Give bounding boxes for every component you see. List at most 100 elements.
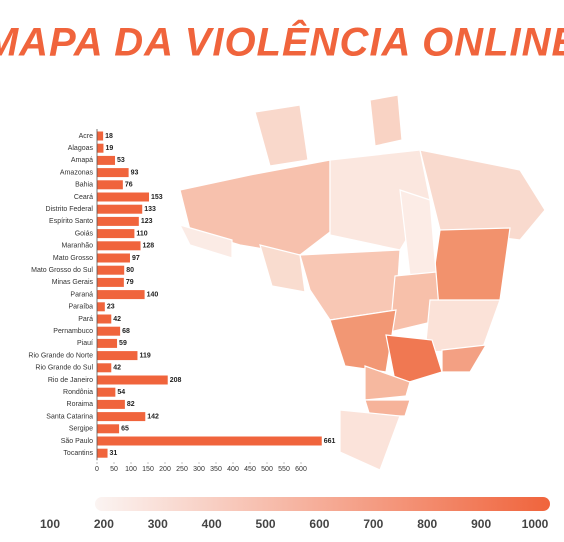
bar — [97, 253, 130, 263]
category-label: Paraná — [70, 291, 93, 298]
color-scale-label: 400 — [202, 517, 222, 531]
value-label: 208 — [170, 377, 182, 384]
bar — [97, 143, 104, 153]
category-label: Amapá — [71, 157, 93, 164]
category-label: Ceará — [74, 194, 93, 201]
color-scale-label: 1000 — [522, 517, 549, 531]
bar — [97, 436, 322, 446]
title: MAPA DA VIOLÊNCIA ONLINE — [0, 19, 564, 65]
value-label: 110 — [136, 230, 147, 237]
x-tick-label: 400 — [227, 466, 239, 473]
category-label: São Paulo — [61, 438, 93, 445]
bar — [97, 448, 108, 458]
bar — [97, 351, 138, 361]
value-label: 23 — [107, 304, 115, 311]
value-label: 153 — [151, 194, 163, 201]
bar — [97, 131, 104, 141]
category-label: Tocantins — [63, 450, 93, 457]
x-tick-label: 500 — [261, 466, 273, 473]
category-label: Rio Grande do Sul — [35, 365, 93, 372]
bar — [97, 387, 116, 397]
color-scale-label: 500 — [256, 517, 276, 531]
category-label: Alagoas — [68, 145, 94, 152]
bar — [97, 229, 135, 239]
value-label: 76 — [125, 182, 133, 189]
value-label: 42 — [113, 316, 121, 323]
category-label: Sergipe — [69, 426, 93, 433]
value-label: 31 — [110, 450, 118, 457]
category-label: Mato Grosso do Sul — [31, 267, 93, 274]
category-label: Santa Catarina — [46, 413, 93, 420]
value-label: 53 — [117, 157, 125, 164]
category-label: Rio Grande do Norte — [28, 352, 93, 359]
bar — [97, 192, 150, 202]
bar — [97, 363, 112, 373]
bar — [97, 290, 145, 300]
category-label: Distrito Federal — [46, 206, 94, 213]
value-label: 42 — [113, 365, 121, 372]
category-label: Maranhão — [61, 243, 93, 250]
value-label: 79 — [126, 279, 134, 286]
x-tick-label: 450 — [244, 466, 256, 473]
value-label: 133 — [144, 206, 156, 213]
category-label: Rio de Janeiro — [48, 377, 93, 384]
category-label: Goiás — [75, 230, 94, 237]
value-label: 119 — [139, 352, 150, 359]
value-label: 18 — [105, 133, 113, 140]
x-tick-label: 600 — [295, 466, 307, 473]
category-label: Rondônia — [63, 389, 93, 396]
bar — [97, 216, 139, 226]
x-tick-label: 50 — [110, 466, 118, 473]
category-label: Acre — [79, 133, 94, 140]
bar — [97, 326, 121, 336]
color-scale-label: 600 — [309, 517, 329, 531]
category-label: Bahia — [75, 182, 93, 189]
value-label: 54 — [117, 389, 125, 396]
category-label: Piauí — [77, 340, 93, 347]
category-label: Amazonas — [60, 169, 94, 176]
value-label: 97 — [132, 255, 140, 262]
color-scale-bar — [95, 497, 550, 511]
color-scale-label: 100 — [40, 517, 60, 531]
category-label: Mato Grosso — [53, 255, 93, 262]
bar — [97, 314, 112, 324]
color-scale-label: 900 — [471, 517, 491, 531]
category-label: Paraíba — [68, 304, 93, 311]
bar — [97, 277, 124, 287]
bar — [97, 412, 146, 422]
color-scale-label: 300 — [148, 517, 168, 531]
bar — [97, 180, 123, 190]
category-label: Pernambuco — [53, 328, 93, 335]
x-tick-label: 100 — [125, 466, 137, 473]
color-scale-label: 800 — [417, 517, 437, 531]
color-scale: 100 200 300 400 500 600 700 800 900 1000 — [40, 517, 549, 531]
value-label: 65 — [121, 426, 129, 433]
value-label: 68 — [122, 328, 130, 335]
bar — [97, 204, 143, 214]
value-label: 19 — [105, 145, 113, 152]
bar — [97, 424, 120, 434]
value-label: 142 — [147, 413, 159, 420]
x-tick-label: 550 — [278, 466, 290, 473]
color-scale-label: 700 — [363, 517, 383, 531]
value-label: 59 — [119, 340, 127, 347]
x-tick-label: 300 — [193, 466, 205, 473]
x-tick-label: 200 — [159, 466, 171, 473]
value-label: 661 — [324, 438, 336, 445]
category-label: Minas Gerais — [52, 279, 94, 286]
value-label: 82 — [127, 401, 135, 408]
bar — [97, 302, 105, 312]
bar — [97, 338, 118, 348]
value-label: 123 — [141, 218, 153, 225]
x-tick-label: 0 — [95, 466, 99, 473]
x-tick-label: 150 — [142, 466, 154, 473]
bar — [97, 155, 116, 165]
bar — [97, 399, 125, 409]
value-label: 93 — [131, 169, 139, 176]
x-tick-label: 350 — [210, 466, 222, 473]
bar — [97, 265, 125, 275]
category-label: Espírito Santo — [49, 218, 93, 225]
map — [178, 94, 546, 471]
category-label: Roraima — [67, 401, 94, 408]
color-scale-label: 200 — [94, 517, 114, 531]
